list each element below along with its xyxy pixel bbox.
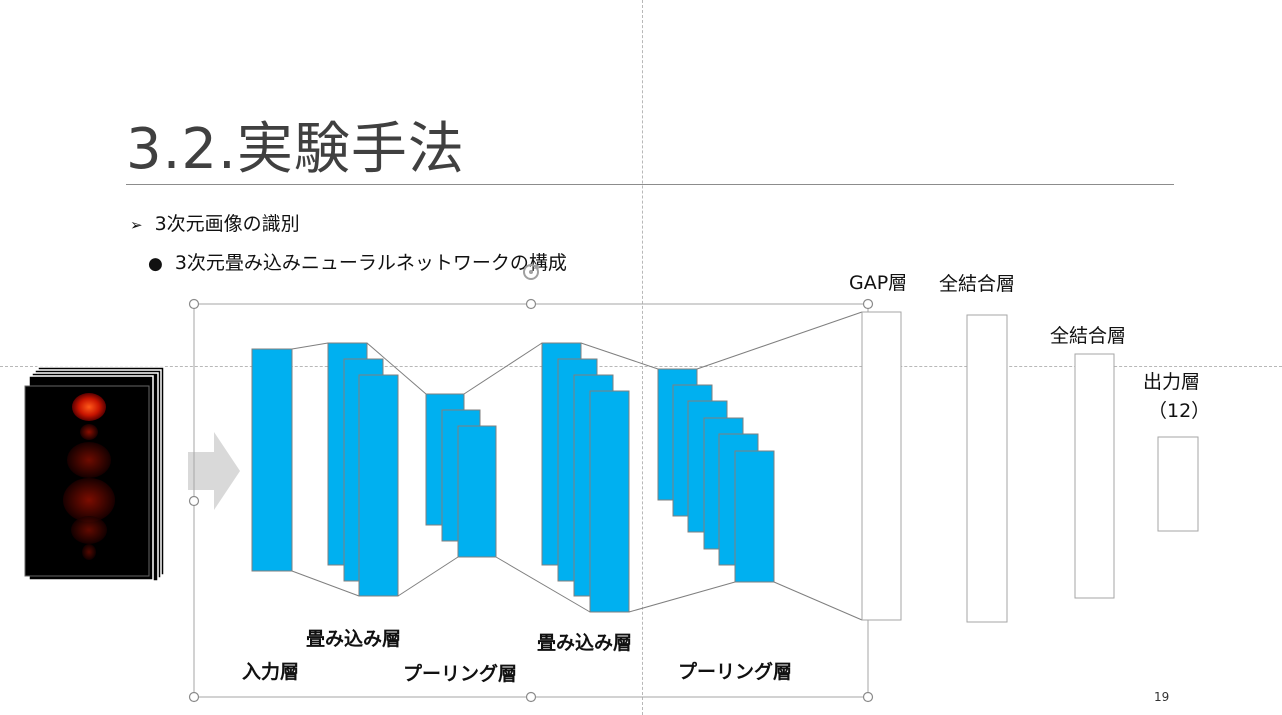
- conv-layer-label-1: 畳み込み層: [306, 628, 402, 650]
- fc-layer-label-2: 全結合層: [1050, 325, 1127, 347]
- conv-layer-2-blocks: [541, 342, 630, 613]
- resize-handle[interactable]: [862, 298, 874, 310]
- fc-layer-label-1: 全結合層: [939, 273, 1016, 295]
- pet-body-image: [63, 393, 115, 560]
- input-layer-block: [251, 348, 293, 572]
- resize-handle[interactable]: [525, 298, 537, 310]
- output-layer-block: [1157, 436, 1199, 532]
- vertical-guide-line: [642, 0, 643, 715]
- dot-bullet-icon: ●: [148, 254, 163, 274]
- right-arrow-icon: [188, 432, 240, 510]
- bullet-level-2-text: 3次元畳み込みニューラルネットワークの構成: [174, 252, 567, 274]
- output-units-label: （12）: [1148, 400, 1211, 422]
- arrow-bullet-icon: ➢: [130, 216, 143, 234]
- horizontal-guide-line: [0, 366, 1282, 367]
- pool-layer-2-blocks: [657, 368, 775, 583]
- fc-layer-1-block: [966, 314, 1008, 623]
- bullet-level-1[interactable]: ➢ 3次元画像の識別: [130, 209, 300, 236]
- resize-handle[interactable]: [188, 495, 200, 507]
- conv-layer-1-blocks: [327, 342, 399, 597]
- pet-scan-stack: [24, 366, 165, 582]
- title-underline: [126, 184, 1174, 185]
- page-number: 19: [1154, 690, 1170, 704]
- fc-layer-2-block: [1074, 353, 1115, 599]
- pool-layer-1-blocks: [425, 393, 497, 558]
- resize-handle[interactable]: [188, 691, 200, 703]
- gap-layer-block: [861, 311, 902, 621]
- gap-layer-label: GAP層: [849, 272, 908, 294]
- bullet-level-2[interactable]: ● 3次元畳み込みニューラルネットワークの構成: [148, 248, 567, 275]
- resize-handle[interactable]: [188, 298, 200, 310]
- pool-layer-label-2: プーリング層: [678, 661, 793, 683]
- conv-layer-label-2: 畳み込み層: [537, 632, 633, 654]
- slide-title[interactable]: 3.2.実験手法: [126, 117, 465, 182]
- pool-layer-label-1: プーリング層: [403, 663, 518, 685]
- rotate-handle-icon[interactable]: [523, 263, 540, 280]
- output-layer-label: 出力層: [1143, 371, 1201, 393]
- resize-handle[interactable]: [525, 691, 537, 703]
- resize-handle[interactable]: [862, 691, 874, 703]
- bullet-level-1-text: 3次元画像の識別: [154, 213, 300, 235]
- connection-lines: [291, 311, 863, 621]
- input-layer-label: 入力層: [242, 661, 300, 683]
